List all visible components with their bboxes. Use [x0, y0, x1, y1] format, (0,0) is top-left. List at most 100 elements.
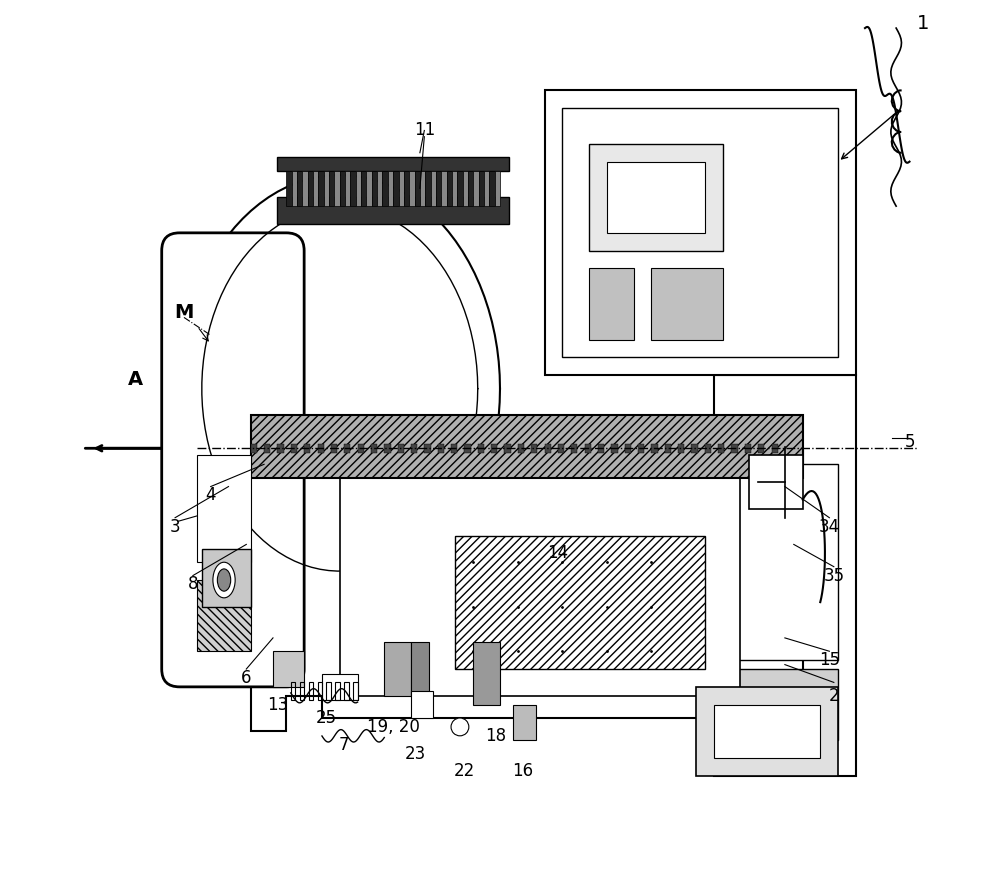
Bar — [371, 444, 377, 453]
Bar — [464, 444, 471, 453]
Text: 15: 15 — [819, 651, 840, 669]
Bar — [484, 171, 489, 206]
Bar — [350, 171, 356, 206]
Text: 34: 34 — [819, 518, 840, 536]
Bar — [447, 171, 452, 206]
Bar — [304, 444, 310, 453]
Bar — [478, 444, 484, 453]
Bar — [731, 444, 738, 453]
Bar — [411, 444, 417, 453]
Bar — [90, 90, 910, 785]
Bar — [302, 171, 308, 206]
Bar — [518, 444, 524, 453]
Bar — [353, 682, 358, 700]
Bar — [273, 651, 304, 687]
Bar — [291, 682, 295, 700]
Bar — [277, 197, 509, 224]
Bar — [585, 444, 591, 453]
Bar — [340, 171, 345, 206]
Bar — [749, 455, 803, 509]
Bar — [705, 444, 711, 453]
Text: 6: 6 — [241, 669, 252, 687]
Bar — [372, 171, 377, 206]
Text: 23: 23 — [405, 745, 426, 763]
Bar — [324, 171, 329, 206]
Bar — [377, 171, 382, 206]
Bar — [451, 444, 457, 453]
Bar — [202, 549, 251, 606]
Bar — [772, 444, 778, 453]
Bar — [513, 705, 536, 740]
Bar — [399, 171, 404, 206]
Text: 16: 16 — [512, 763, 533, 780]
Bar — [625, 444, 631, 453]
FancyBboxPatch shape — [162, 233, 304, 687]
Text: M: M — [174, 304, 194, 322]
Bar — [479, 171, 484, 206]
Bar — [358, 444, 364, 453]
Bar — [678, 444, 684, 453]
Bar — [404, 171, 409, 206]
Bar — [545, 90, 856, 375]
Bar — [441, 171, 447, 206]
Bar — [438, 444, 444, 453]
Text: 2: 2 — [829, 687, 839, 705]
Ellipse shape — [451, 718, 469, 736]
Bar — [366, 171, 372, 206]
Bar — [409, 171, 415, 206]
Bar — [384, 444, 391, 453]
Bar — [504, 444, 511, 453]
Bar — [696, 687, 838, 776]
Bar — [334, 171, 340, 206]
Text: 8: 8 — [188, 575, 198, 594]
Bar — [589, 144, 723, 251]
Bar — [411, 691, 433, 718]
Bar — [431, 171, 436, 206]
Bar — [463, 171, 468, 206]
Bar — [331, 444, 337, 453]
Bar — [651, 444, 658, 453]
Bar — [318, 171, 324, 206]
Bar — [436, 171, 441, 206]
Ellipse shape — [213, 563, 235, 597]
Bar — [473, 171, 479, 206]
Bar — [361, 171, 366, 206]
Text: 13: 13 — [267, 696, 288, 714]
Bar — [745, 444, 751, 453]
Bar — [322, 673, 358, 700]
Bar — [731, 669, 838, 740]
Bar — [607, 162, 705, 233]
Text: A: A — [127, 371, 143, 389]
Text: 7: 7 — [339, 736, 349, 754]
Text: 19, 20: 19, 20 — [367, 718, 420, 736]
Bar — [344, 444, 350, 453]
Bar — [420, 171, 425, 206]
Bar — [398, 444, 404, 453]
Text: 11: 11 — [414, 121, 435, 139]
Bar — [308, 171, 313, 206]
Bar — [264, 444, 270, 453]
Bar — [665, 444, 671, 453]
Bar — [598, 444, 604, 453]
Bar — [297, 171, 302, 206]
Text: 3: 3 — [170, 518, 180, 536]
Bar — [345, 171, 350, 206]
Bar — [714, 375, 856, 776]
Bar — [335, 682, 340, 700]
Text: 1: 1 — [917, 14, 929, 33]
Text: 14: 14 — [547, 545, 568, 563]
Bar — [411, 642, 429, 696]
Bar — [562, 108, 838, 357]
Bar — [489, 171, 495, 206]
Bar — [531, 444, 537, 453]
Bar — [545, 444, 551, 453]
Bar — [452, 171, 457, 206]
Bar — [457, 171, 463, 206]
Bar — [286, 171, 292, 206]
Bar — [718, 444, 724, 453]
Bar — [344, 682, 349, 700]
Bar — [611, 444, 618, 453]
Bar — [758, 444, 764, 453]
Bar — [318, 682, 322, 700]
Bar — [384, 642, 411, 696]
